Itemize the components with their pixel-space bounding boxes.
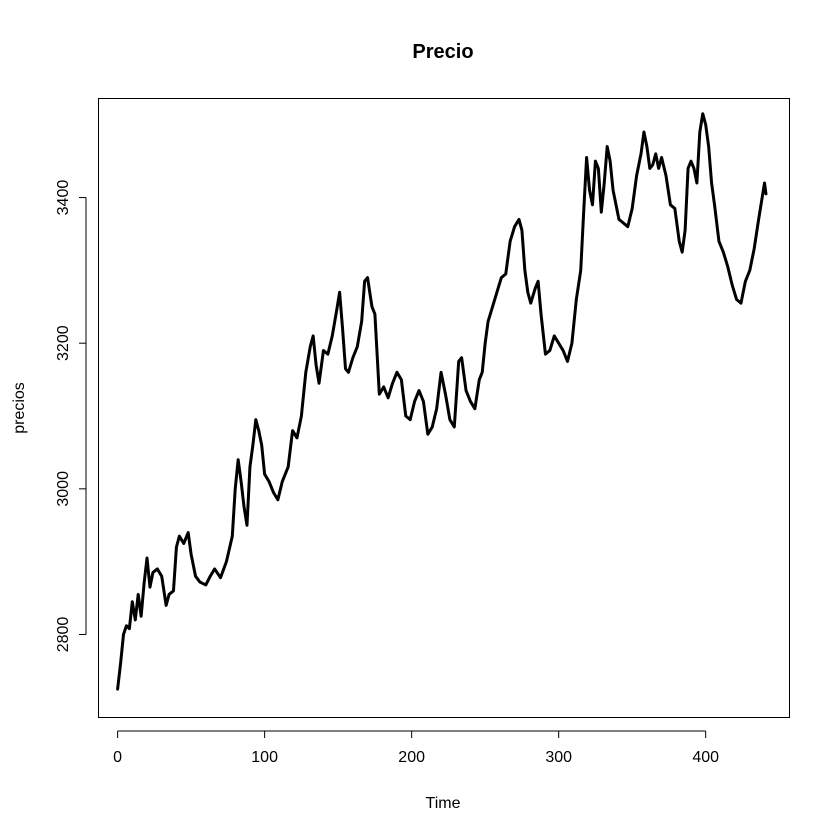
y-axis-label: precios: [11, 382, 28, 434]
y-tick-label: 3200: [55, 325, 72, 361]
x-tick-label: 100: [251, 749, 278, 766]
x-tick-label: 300: [545, 749, 572, 766]
y-tick-label: 2800: [55, 617, 72, 653]
y-tick-label: 3400: [55, 180, 72, 216]
x-tick-label: 200: [398, 749, 425, 766]
chart-title: Precio: [412, 41, 473, 63]
y-axis: 2800 3000 3200 3400: [55, 180, 87, 653]
plot-frame: [98, 98, 790, 718]
x-tick-label: 400: [692, 749, 719, 766]
x-tick-label: 0: [113, 749, 122, 766]
price-series-line: [116, 112, 768, 691]
x-axis-label: Time: [426, 795, 461, 812]
y-tick-label: 3000: [55, 471, 72, 507]
x-axis: 0 100 200 300 400: [113, 730, 719, 766]
